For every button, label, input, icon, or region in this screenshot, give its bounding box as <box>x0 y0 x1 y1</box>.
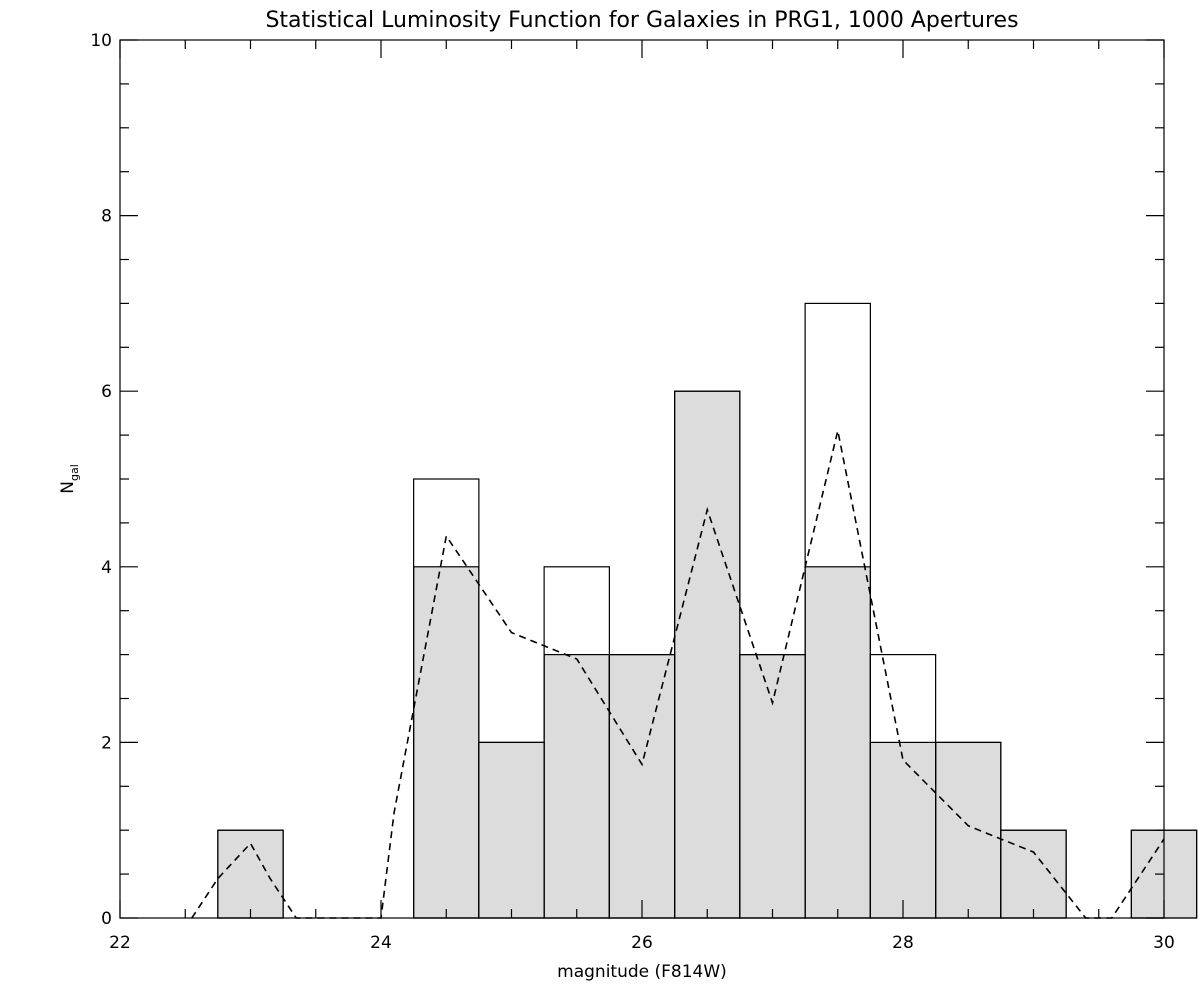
filled-bar <box>739 653 806 919</box>
filled-bar <box>869 741 937 919</box>
filled-bar <box>478 741 545 919</box>
dashed-curve <box>191 430 1165 919</box>
x-axis-label: magnitude (F814W) <box>557 962 727 982</box>
x-tick-label: 30 <box>1153 933 1175 953</box>
y-tick-label: 8 <box>101 207 112 227</box>
x-tick-label: 28 <box>892 933 914 953</box>
y-axis-label-sub: gal <box>68 464 81 481</box>
axis-ticks <box>119 39 1165 919</box>
svg-text:Ngal: Ngal <box>58 464 81 494</box>
filled-bar <box>935 741 1002 919</box>
x-tick-label: 26 <box>631 933 653 953</box>
x-tick-label: 22 <box>109 933 131 953</box>
y-tick-label: 2 <box>101 733 112 753</box>
x-tick-label: 24 <box>370 933 392 953</box>
filled-bar <box>1000 829 1067 919</box>
y-tick-label: 6 <box>101 382 112 402</box>
chart-title: Statistical Luminosity Function for Gala… <box>265 8 1018 33</box>
filled-bar <box>674 390 741 919</box>
filled-bar <box>804 566 871 919</box>
y-tick-label: 0 <box>101 909 112 929</box>
y-tick-label: 4 <box>101 558 112 578</box>
filled-bar <box>413 566 480 919</box>
filled-histogram <box>217 390 1198 919</box>
y-axis-label-main: N <box>58 481 78 494</box>
y-axis-label: Ngal <box>58 464 81 494</box>
filled-bar <box>608 653 676 919</box>
y-tick-label: 10 <box>90 31 112 51</box>
filled-bar <box>543 653 610 919</box>
filled-bar <box>217 829 284 919</box>
